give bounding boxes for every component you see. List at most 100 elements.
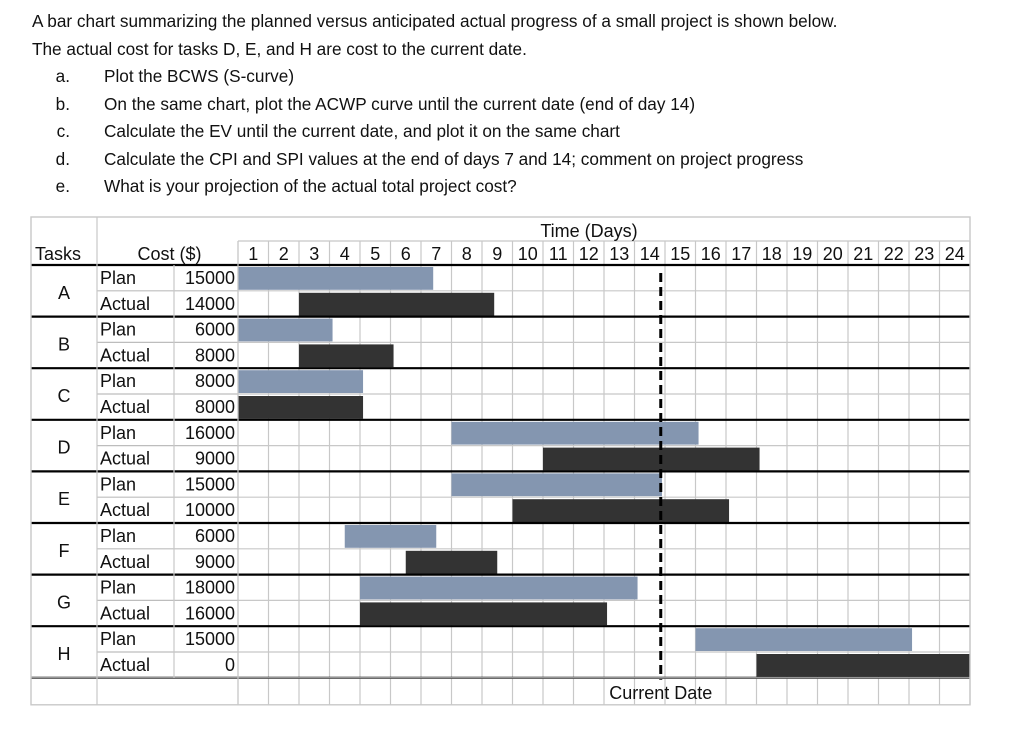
question-letter: e. [55, 176, 70, 196]
plan-bar [695, 628, 913, 651]
day-tick-label: 13 [609, 244, 629, 264]
plan-bar [451, 473, 662, 497]
actual-bar [405, 550, 498, 574]
question-e: e. What is your projection of the actual … [32, 173, 1012, 201]
actual-label: Actual [100, 552, 150, 572]
question-text: Calculate the EV until the current date,… [104, 121, 620, 141]
actual-bar [543, 447, 760, 471]
question-letter: b. [55, 93, 70, 114]
actual-cost: 9000 [195, 552, 235, 572]
day-tick-label: 14 [640, 244, 660, 264]
question-letter: d. [55, 148, 70, 169]
day-tick-label: 18 [762, 244, 782, 264]
day-tick-label: 21 [853, 244, 873, 264]
actual-bar [756, 654, 970, 677]
plan-cost: 15000 [185, 268, 235, 288]
day-tick-label: 3 [309, 244, 319, 264]
actual-label: Actual [100, 603, 150, 623]
day-tick-label: 8 [462, 244, 472, 264]
time-axis-label: Time (Days) [540, 221, 637, 241]
plan-bar [238, 318, 333, 342]
actual-cost: 8000 [195, 345, 235, 365]
actual-bar [299, 292, 495, 316]
day-tick-label: 10 [518, 244, 538, 264]
task-name: A [58, 283, 70, 303]
plan-cost: 8000 [195, 371, 235, 391]
question-text: Calculate the CPI and SPI values at the … [104, 148, 804, 169]
question-b: b. On the same chart, plot the ACWP curve… [32, 91, 1012, 119]
problem-statement: A bar chart summarizing the planned vers… [32, 8, 1012, 201]
question-letter: a. [55, 66, 70, 86]
intro-line-1: A bar chart summarizing the planned vers… [32, 11, 838, 31]
cost-header: Cost ($) [137, 244, 201, 264]
day-tick-label: 22 [884, 244, 904, 264]
actual-label: Actual [100, 500, 150, 520]
plan-label: Plan [100, 629, 136, 649]
plan-bar [451, 421, 699, 445]
actual-label: Actual [100, 345, 150, 365]
task-name: B [58, 334, 70, 354]
plan-label: Plan [100, 320, 136, 340]
question-letter: c. [56, 121, 70, 141]
plan-label: Plan [100, 526, 136, 546]
actual-label: Actual [100, 397, 150, 417]
day-tick-label: 1 [248, 244, 258, 264]
plan-cost: 6000 [195, 320, 235, 340]
actual-cost: 9000 [195, 449, 235, 469]
table-border [30, 216, 971, 706]
plan-cost: 6000 [195, 526, 235, 546]
day-tick-label: 5 [370, 244, 380, 264]
plan-label: Plan [100, 578, 136, 598]
plan-bar [238, 267, 434, 290]
task-name: D [58, 438, 71, 458]
task-name: E [58, 489, 70, 509]
task-name: C [58, 386, 71, 406]
day-tick-label: 20 [823, 244, 843, 264]
actual-cost: 10000 [185, 500, 235, 520]
actual-bar [360, 602, 608, 626]
actual-label: Actual [100, 294, 150, 314]
actual-cost: 14000 [185, 294, 235, 314]
day-tick-label: 2 [279, 244, 289, 264]
day-tick-label: 15 [670, 244, 690, 264]
current-date-label: Current Date [609, 683, 712, 703]
tasks-header: Tasks [35, 244, 81, 264]
plan-cost: 16000 [185, 423, 235, 443]
plan-cost: 15000 [185, 629, 235, 649]
plan-label: Plan [100, 474, 136, 494]
plan-cost: 18000 [185, 578, 235, 598]
day-tick-label: 19 [792, 244, 812, 264]
actual-cost: 16000 [185, 603, 235, 623]
plan-label: Plan [100, 371, 136, 391]
day-tick-label: 7 [431, 244, 441, 264]
day-tick-label: 24 [945, 244, 965, 264]
day-tick-label: 4 [340, 244, 350, 264]
plan-bar [360, 576, 638, 600]
day-tick-label: 17 [731, 244, 751, 264]
day-tick-label: 16 [701, 244, 721, 264]
intro-line-2: The actual cost for tasks D, E, and H ar… [32, 38, 527, 59]
task-name: H [58, 644, 71, 664]
question-text: On the same chart, plot the ACWP curve u… [104, 93, 696, 114]
actual-label: Actual [100, 655, 150, 675]
day-tick-label: 6 [401, 244, 411, 264]
question-list: a. Plot the BCWS (S-curve) b. On the same … [32, 63, 1012, 201]
question-c: c. Calculate the EV until the current dat… [32, 118, 1012, 146]
actual-cost: 0 [225, 655, 235, 675]
question-a: a. Plot the BCWS (S-curve) [32, 63, 1012, 91]
plan-cost: 15000 [185, 474, 235, 494]
plan-label: Plan [100, 268, 136, 288]
actual-bar [512, 499, 730, 522]
day-tick-label: 23 [914, 244, 934, 264]
day-tick-label: 11 [549, 244, 568, 264]
task-name: F [59, 541, 70, 561]
question-d: d. Calculate the CPI and SPI values at th… [32, 146, 1012, 174]
actual-label: Actual [100, 449, 150, 469]
actual-bar [299, 344, 394, 368]
plan-bar [238, 370, 364, 393]
actual-bar [238, 396, 364, 419]
question-text: What is your projection of the actual to… [104, 176, 517, 196]
plan-label: Plan [100, 423, 136, 443]
task-name: G [57, 592, 71, 612]
